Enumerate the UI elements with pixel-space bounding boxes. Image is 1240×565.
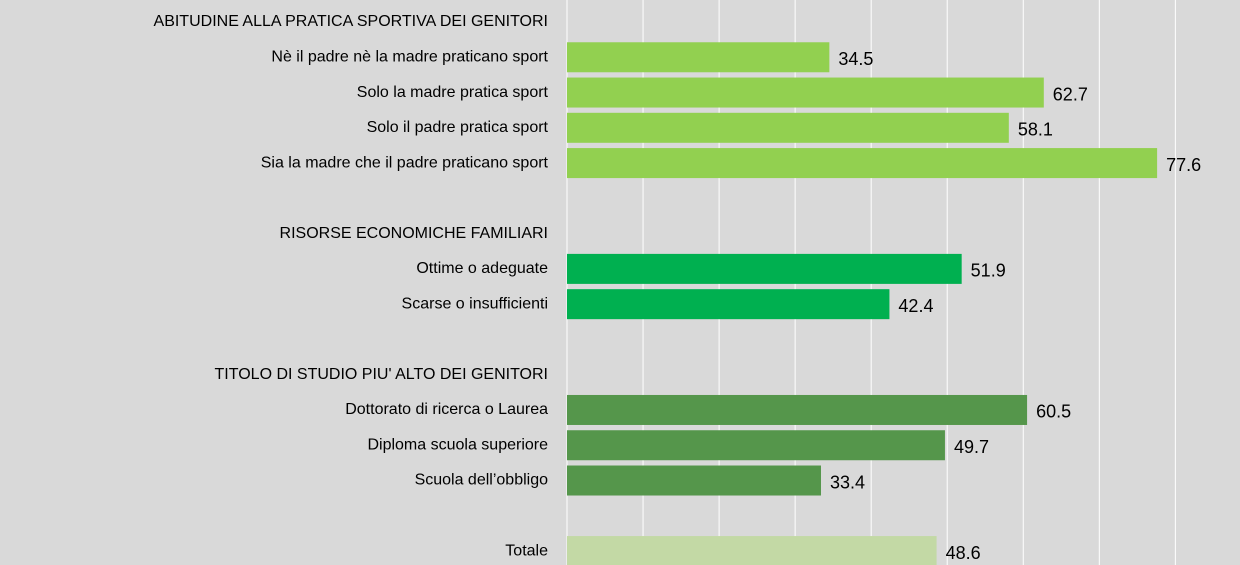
value-label: 48.6 [946, 543, 981, 563]
bar [567, 112, 1009, 143]
category-label: Solo il padre pratica sport [367, 119, 549, 136]
category-label: ABITUDINE ALLA PRATICA SPORTIVA DEI GENI… [154, 13, 548, 30]
category-label: TITOLO DI STUDIO PIU' ALTO DEI GENITORI [215, 366, 548, 383]
value-label: 49.7 [954, 437, 989, 457]
bar [567, 465, 821, 496]
value-label: 60.5 [1036, 402, 1071, 422]
category-label: RISORSE ECONOMICHE FAMILIARI [280, 225, 548, 242]
value-label: 33.4 [830, 472, 865, 492]
value-label: 34.5 [838, 49, 873, 69]
value-label: 58.1 [1018, 120, 1053, 140]
category-label: Solo la madre pratica sport [357, 84, 549, 101]
category-label: Scuola dell’obbligo [415, 472, 549, 489]
category-label: Nè il padre nè la madre praticano sport [271, 48, 548, 65]
bar [567, 394, 1028, 425]
value-label: 42.4 [898, 296, 933, 316]
category-label: Scarse o insufficienti [402, 295, 548, 312]
bar [567, 430, 945, 461]
bar [567, 77, 1044, 108]
category-label: Dottorato di ricerca o Laurea [345, 401, 548, 418]
category-label: Ottime o adeguate [416, 260, 548, 277]
category-label: Totale [505, 542, 548, 559]
value-label: 51.9 [971, 261, 1006, 281]
category-label: Sia la madre che il padre praticano spor… [261, 154, 549, 171]
bar [567, 536, 937, 565]
value-label: 77.6 [1166, 155, 1201, 175]
bar [567, 289, 890, 320]
value-label: 62.7 [1053, 84, 1088, 104]
category-label: Diploma scuola superiore [367, 436, 548, 453]
bar [567, 253, 962, 284]
bar [567, 148, 1158, 179]
bar [567, 42, 830, 73]
